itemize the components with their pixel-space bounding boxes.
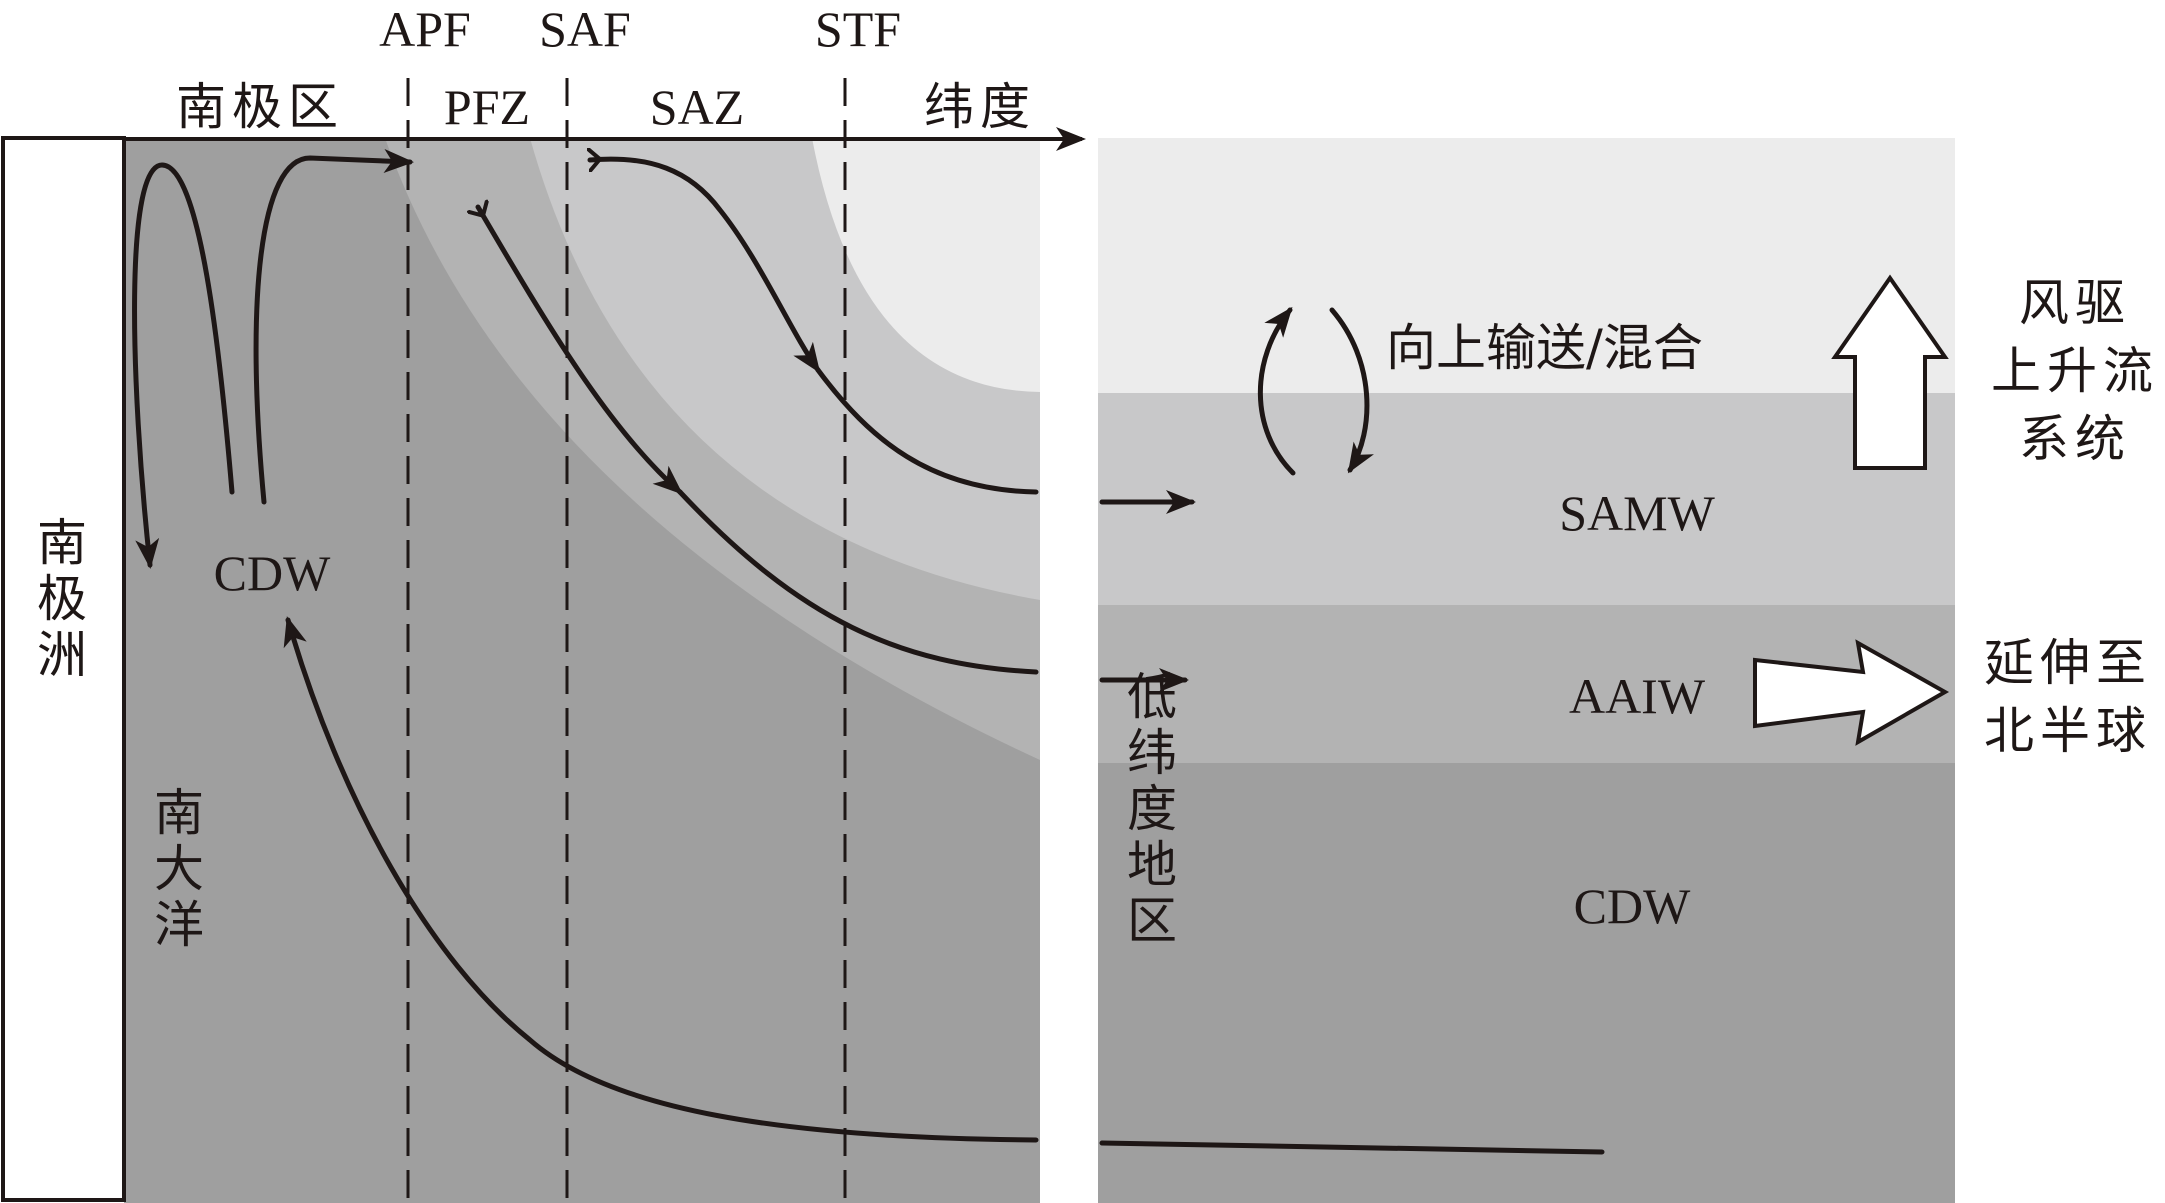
zone-label-saz: SAZ: [650, 79, 744, 135]
upwelling-big-arrow: [1831, 274, 1949, 470]
cdw-return-arrow: [283, 616, 1039, 1143]
latitude-label: 纬度: [924, 78, 1036, 136]
surface-layer-left: [812, 138, 1040, 392]
extend-label-line1: 延伸至: [1984, 634, 2152, 692]
samw-subduction-arrow: [590, 159, 821, 370]
antarctica-box: [1, 136, 126, 1202]
cdw-layer-right: [1098, 763, 1955, 1203]
aaiw-subduction-arrow: [478, 207, 680, 492]
aaiw-flow-line: [677, 489, 1039, 675]
circulation-flows: [132, 148, 1605, 1155]
front-label-stf: STF: [815, 1, 901, 57]
front-label-apf: APF: [379, 1, 471, 57]
low-latitude-label: 低纬度地区: [1119, 670, 1177, 950]
samw-label: SAMW: [1559, 485, 1715, 541]
southern-ocean-label: 南大洋: [146, 786, 204, 954]
samw-flow-line: [815, 367, 1039, 495]
cdw-deep-flow-line: [1099, 1140, 1605, 1155]
front-label-saf: SAF: [539, 1, 631, 57]
upwelling-label-line2: 上升流: [1991, 342, 2159, 400]
antarctica-label: 南极洲: [29, 516, 87, 684]
cdw-label-right: CDW: [1574, 878, 1691, 934]
zone-label-pfz: PFZ: [444, 79, 530, 135]
upwelling-label-line3: 系统: [2019, 410, 2131, 468]
low-latitude-section: [1098, 138, 1955, 1203]
mixing-label: 向上输送/混合: [1386, 319, 1703, 377]
antarctic-loop-arrow: [132, 162, 235, 569]
surface-layer-right: [1098, 138, 1955, 393]
mixing-arrow-down: [1329, 307, 1374, 474]
zone-label-antarctic: 南极区: [176, 78, 344, 136]
upwelling-to-apf-arrow: [253, 148, 414, 505]
upwelling-label-line1: 风驱: [2019, 274, 2131, 332]
extend-north-big-arrow: [1753, 639, 1950, 746]
samw-layer-right: [1098, 393, 1955, 605]
extend-label-line2: 北半球: [1984, 702, 2152, 760]
aaiw-label: AAIW: [1569, 668, 1706, 724]
southern-ocean-section: [124, 138, 1040, 1203]
mixing-arrow-up: [1257, 306, 1296, 476]
cdw-label-left: CDW: [214, 545, 331, 601]
